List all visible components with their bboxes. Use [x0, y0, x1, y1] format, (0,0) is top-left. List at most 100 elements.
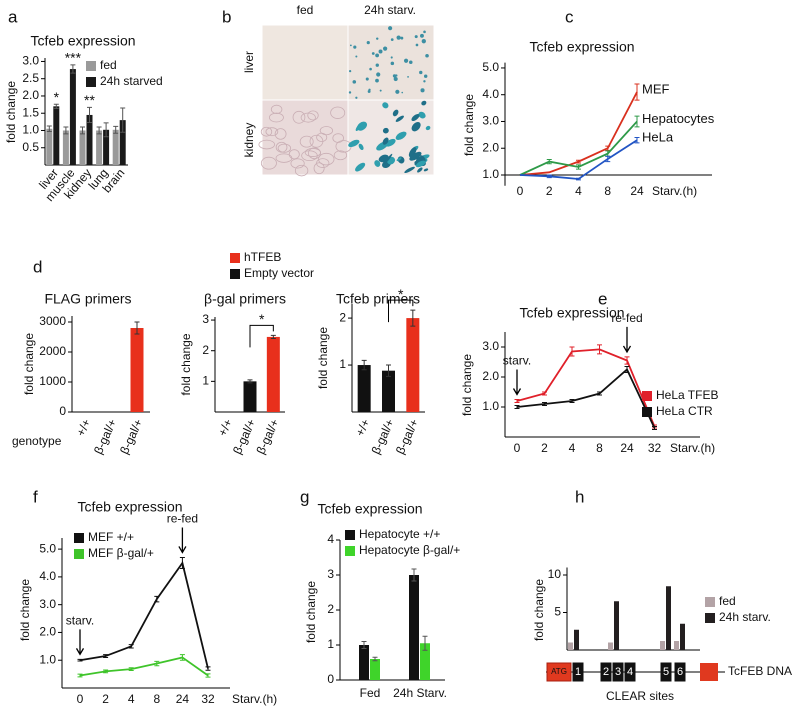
cell-outline [330, 106, 346, 119]
y-tick-label: 1 [339, 357, 346, 371]
gene-label: 5 [663, 666, 669, 678]
x-tick-label: Fed [360, 686, 381, 700]
error-bar [361, 641, 367, 649]
bar [119, 120, 126, 165]
error-bar [247, 379, 253, 384]
x-tick-label: 32 [201, 692, 215, 706]
stain-dot [378, 49, 383, 54]
y-tick-label: 2 [327, 602, 334, 616]
legend-label: fed [100, 58, 117, 72]
gene-label: ATG [551, 667, 567, 676]
stain-blob [425, 125, 431, 131]
y-tick-label: 1 [327, 637, 334, 651]
y-tick-label: 3 [327, 567, 334, 581]
y-tick-label: 5 [554, 605, 561, 619]
cell-outline [299, 135, 314, 148]
y-tick-label: 5.0 [482, 60, 499, 74]
y-tick-label: 2 [202, 343, 209, 357]
stain-blob [411, 121, 421, 132]
y-tick-label: 5.0 [39, 541, 56, 555]
cell-outline [307, 110, 319, 121]
error-bar [569, 399, 575, 403]
y-tick-label: 3.0 [22, 54, 39, 68]
stain-blob [348, 139, 360, 148]
error-bar [546, 174, 552, 179]
y-tick-label: 10 [548, 567, 562, 581]
bar [357, 365, 371, 412]
stain-blob [420, 155, 426, 163]
panel-letter: d [33, 257, 42, 276]
bar [69, 69, 76, 165]
error-bar [546, 158, 552, 165]
x-tick-label: 4 [128, 692, 135, 706]
stain-dot [409, 60, 413, 65]
gene-label: 4 [627, 666, 633, 678]
error-bar [634, 83, 640, 101]
row-label: liver [242, 51, 256, 73]
x-tick-label: 8 [596, 441, 603, 455]
stain-blob [409, 151, 422, 161]
bar [660, 641, 665, 650]
stain-dot [423, 30, 426, 34]
y-tick-label: 0.5 [22, 140, 39, 154]
stain-dot [365, 77, 369, 81]
stain-dot [348, 91, 352, 94]
error-bar [80, 126, 85, 135]
error-bar [386, 364, 391, 377]
column-label: fed [297, 3, 314, 17]
x-tick-label: 4 [575, 184, 582, 198]
error-bar [77, 658, 83, 662]
legend-label: fed [719, 594, 736, 608]
y-tick-label: 2.0 [482, 369, 499, 383]
cell-outline [319, 126, 334, 136]
bar [359, 645, 369, 680]
panel-letter: h [575, 487, 584, 506]
significance: *** [65, 50, 82, 66]
legend-swatch [230, 269, 240, 279]
stain-blob [417, 167, 423, 173]
column-label: 24h starv. [364, 3, 416, 17]
legend-label: MEF β-gal/+ [88, 546, 154, 560]
y-axis-label: fold change [22, 333, 36, 395]
stain-dot [390, 38, 394, 41]
stain-blob [382, 102, 389, 109]
stain-blob [382, 127, 389, 134]
significance: * [54, 89, 60, 105]
y-tick-label: 1.0 [22, 123, 39, 137]
exon-box [624, 662, 636, 682]
y-tick-label: 3.0 [39, 597, 56, 611]
stain-dot [371, 52, 375, 55]
cell-outline [309, 134, 324, 148]
gene-label: 3 [615, 666, 621, 678]
x-tick-label: 0 [77, 692, 84, 706]
bar [420, 643, 430, 680]
stain-blob [418, 111, 426, 119]
bar [86, 114, 93, 165]
panel-letter: c [565, 7, 574, 26]
y-tick-label: 0 [59, 404, 66, 418]
y-axis-label: fold change [460, 354, 474, 416]
row-label: genotype [12, 434, 62, 448]
stain-dot [376, 72, 381, 77]
cell-outline [258, 139, 275, 150]
error-bar [134, 321, 140, 335]
stain-blob [384, 153, 393, 164]
y-tick-label: 0 [327, 672, 334, 686]
significance: * [398, 286, 404, 302]
x-tick-label: β-gal/+ [91, 417, 119, 457]
y-tick-label: 2.5 [22, 71, 39, 85]
error-bar [605, 155, 611, 163]
stain-dot [353, 45, 357, 49]
legend-swatch [230, 253, 240, 263]
error-bar [624, 356, 630, 365]
gene-label: 6 [677, 666, 683, 678]
annotation: starv. [66, 614, 94, 628]
bar [243, 381, 257, 412]
stain-dot [369, 67, 372, 71]
stain-blob [358, 143, 364, 151]
stain-blob [382, 137, 389, 145]
tissue-image [261, 99, 349, 176]
error-bar [514, 405, 520, 409]
legend-label: Hepatocyte +/+ [359, 527, 440, 541]
